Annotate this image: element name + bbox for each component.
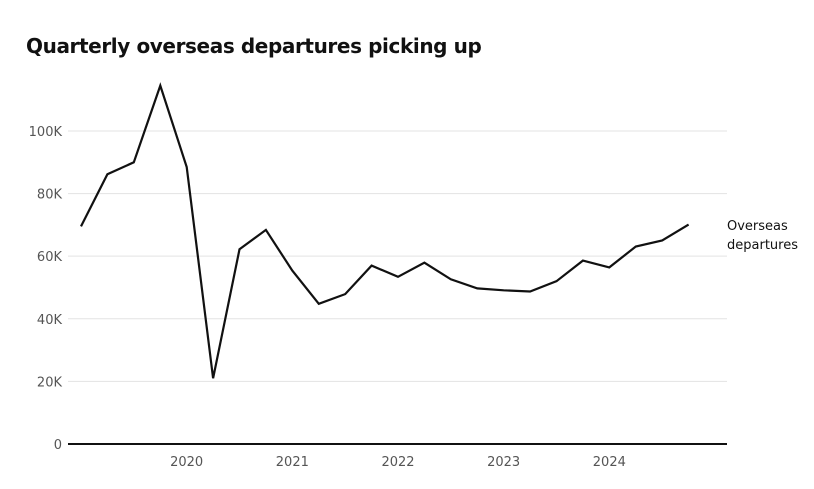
series-layer xyxy=(80,82,690,379)
y-tick-label: 20K xyxy=(37,375,63,390)
series-line xyxy=(80,82,690,379)
series-label: departures xyxy=(727,238,798,253)
y-tick-label: 60K xyxy=(37,250,63,265)
x-tick-label: 2023 xyxy=(487,455,520,470)
y-axis-tick-labels: 0 20K 40K 60K 80K 100K xyxy=(29,125,63,453)
y-tick-label: 80K xyxy=(37,188,63,203)
x-tick-label: 2020 xyxy=(170,455,203,470)
series-label-layer: Overseas departures xyxy=(727,219,798,253)
series-label: Overseas xyxy=(727,219,788,234)
x-tick-label: 2024 xyxy=(593,455,626,470)
x-axis-tick-labels: 2020 2021 2022 2023 2024 xyxy=(170,455,626,470)
gridlines xyxy=(68,130,727,382)
y-tick-label: 0 xyxy=(54,438,62,453)
chart-title: Quarterly overseas departures picking up xyxy=(26,34,482,58)
y-tick-label: 40K xyxy=(37,313,63,328)
x-tick-label: 2022 xyxy=(381,455,414,470)
y-tick-label: 100K xyxy=(29,125,63,140)
x-tick-label: 2021 xyxy=(276,455,309,470)
